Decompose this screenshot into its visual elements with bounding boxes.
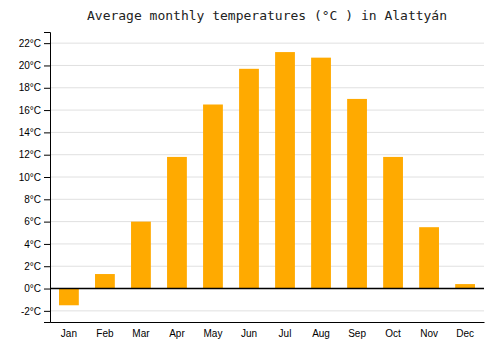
x-tick-label: Oct [385,328,401,339]
grid-line [50,65,484,66]
y-tick-label: 10°C [19,172,41,183]
y-tick-label: 8°C [24,194,41,205]
y-tick-label: 20°C [19,60,41,71]
chart: -2°C 0°C 2°C 4°C 6°C 8°C 10°C 12°C 14°C 16°C 18°C 2… [0,0,500,350]
x-tick: Jan [61,328,77,339]
y-tick-mark [44,244,50,245]
y-tick-mark [44,43,50,44]
grid-line [50,243,484,244]
x-tick: Mar [132,328,150,339]
bar [311,58,331,289]
x-tick-label: Jul [279,328,292,339]
y-tick-mark [44,65,50,66]
x-axis: Jan Feb Mar Apr May Jun Jul Aug Sep Oct Nov Dec [51,323,485,340]
bar [167,157,187,289]
x-tick-label: Jan [61,328,77,339]
x-axis-line [51,322,485,323]
y-tick-label: 0°C [24,283,41,294]
plot: -2°C 0°C 2°C 4°C 6°C 8°C 10°C 12°C 14°C 16°C 18°C 2… [19,33,485,340]
y-tick-mark [44,199,50,200]
bar [275,52,295,288]
y-tick-label: 6°C [24,216,41,227]
y-tick-mark [44,155,50,156]
bar [95,274,115,289]
bar [131,222,151,289]
grid [50,43,484,311]
y-tick: -2°C [21,306,50,317]
x-tick-label: Aug [312,328,330,339]
x-tick-label: Nov [420,328,438,339]
bar [239,69,259,289]
y-tick: 22°C [19,38,50,49]
y-tick-mark [44,266,50,267]
y-tick: 12°C [19,149,50,160]
x-tick: Feb [96,328,114,339]
y-axis-line [44,33,51,323]
x-tick: Sep [348,328,366,339]
y-tick-label: -2°C [21,306,41,317]
y-tick-mark [44,88,50,89]
title: Average monthly temperatures (°C ) in Al… [87,8,447,23]
x-tick-label: Dec [456,328,474,339]
bar [347,99,367,289]
grid-line [50,221,484,222]
x-tick-label: Apr [169,328,185,339]
y-tick-mark [44,311,50,312]
y-tick: 2°C [24,261,50,272]
x-tick: Oct [385,328,401,339]
y-tick-label: 16°C [19,105,41,116]
y-tick-label: 4°C [24,239,41,250]
y-tick-label: 14°C [19,127,41,138]
x-tick-label: Jun [241,328,257,339]
x-tick: May [204,328,223,339]
grid-line [50,43,484,44]
x-tick-label: Feb [96,328,114,339]
x-tick-label: Mar [132,328,150,339]
x-tick: Dec [456,328,474,339]
y-tick-mark [44,110,50,111]
bar [383,157,403,289]
grid-line [50,154,484,155]
y-tick: 6°C [24,216,50,227]
y-tick-mark [44,132,50,133]
y-tick: 4°C [24,239,50,250]
y-tick: 14°C [19,127,50,138]
grid-line [50,199,484,200]
bars [59,52,475,305]
y-tick: 8°C [24,194,50,205]
y-tick-label: 18°C [19,82,41,93]
y-tick: 10°C [19,172,50,183]
x-tick: Aug [312,328,330,339]
x-tick-label: Sep [348,328,366,339]
y-tick: 20°C [19,60,50,71]
y-tick-mark [44,177,50,178]
zero-line [50,288,484,290]
grid-line [50,177,484,178]
x-tick: Jun [241,328,257,339]
grid-line [50,87,484,88]
bar [419,227,439,288]
grid-line [50,132,484,133]
x-tick: Nov [420,328,438,339]
x-tick: Jul [279,328,292,339]
grid-line [50,288,484,289]
y-tick-label: 22°C [19,38,41,49]
y-tick-label: 2°C [24,261,41,272]
y-tick-label: 12°C [19,149,41,160]
grid-line [50,310,484,311]
y-tick: 18°C [19,82,50,93]
grid-line [50,110,484,111]
y-tick-mark [44,222,50,223]
x-tick: Apr [169,328,185,339]
bar [59,289,79,306]
bar [203,105,223,289]
grid-line [50,266,484,267]
y-tick: 0°C [24,283,50,294]
y-tick-mark [44,289,50,290]
y-tick: 16°C [19,105,50,116]
x-tick-label: May [204,328,223,339]
y-axis: -2°C 0°C 2°C 4°C 6°C 8°C 10°C 12°C 14°C 16°C 18°C 2… [19,33,51,323]
